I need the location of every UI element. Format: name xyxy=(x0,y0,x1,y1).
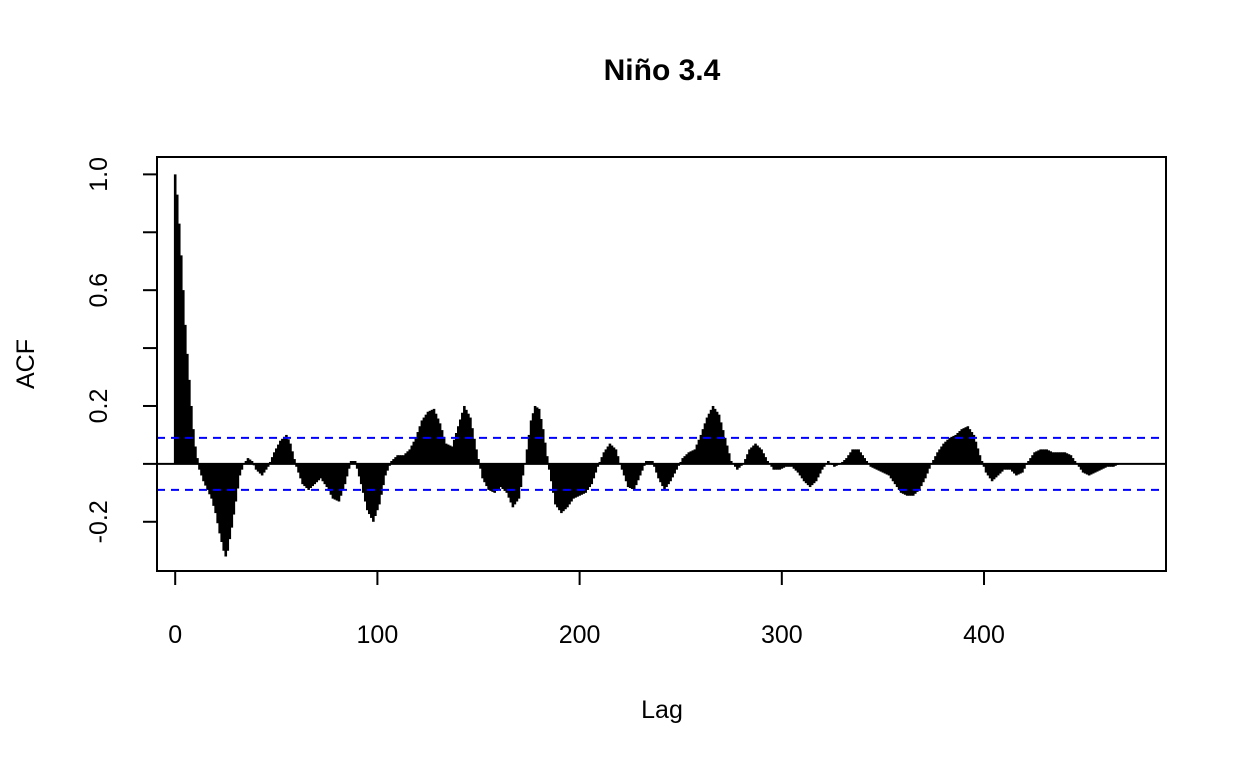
chart-title: Niño 3.4 xyxy=(604,54,721,87)
x-tick-label: 100 xyxy=(357,621,399,649)
y-axis-label: ACF xyxy=(12,339,40,389)
x-tick-label: 0 xyxy=(168,621,182,649)
acf-bars xyxy=(173,174,1119,557)
x-tick-label: 300 xyxy=(761,621,803,649)
y-tick-label: 1.0 xyxy=(85,157,113,192)
y-tick-label: 0.6 xyxy=(85,273,113,308)
x-axis-label: Lag xyxy=(641,696,683,724)
plot-frame xyxy=(156,156,1167,572)
y-tick-label: -0.2 xyxy=(85,500,113,543)
x-tick-label: 400 xyxy=(963,621,1005,649)
reference-lines xyxy=(157,436,1166,491)
y-tick-label: 0.2 xyxy=(85,389,113,424)
x-tick-label: 200 xyxy=(559,621,601,649)
y-axis: -0.2 0.2 0.6 1.0 xyxy=(85,157,158,543)
x-axis: 0 100 200 300 400 xyxy=(168,570,1005,649)
